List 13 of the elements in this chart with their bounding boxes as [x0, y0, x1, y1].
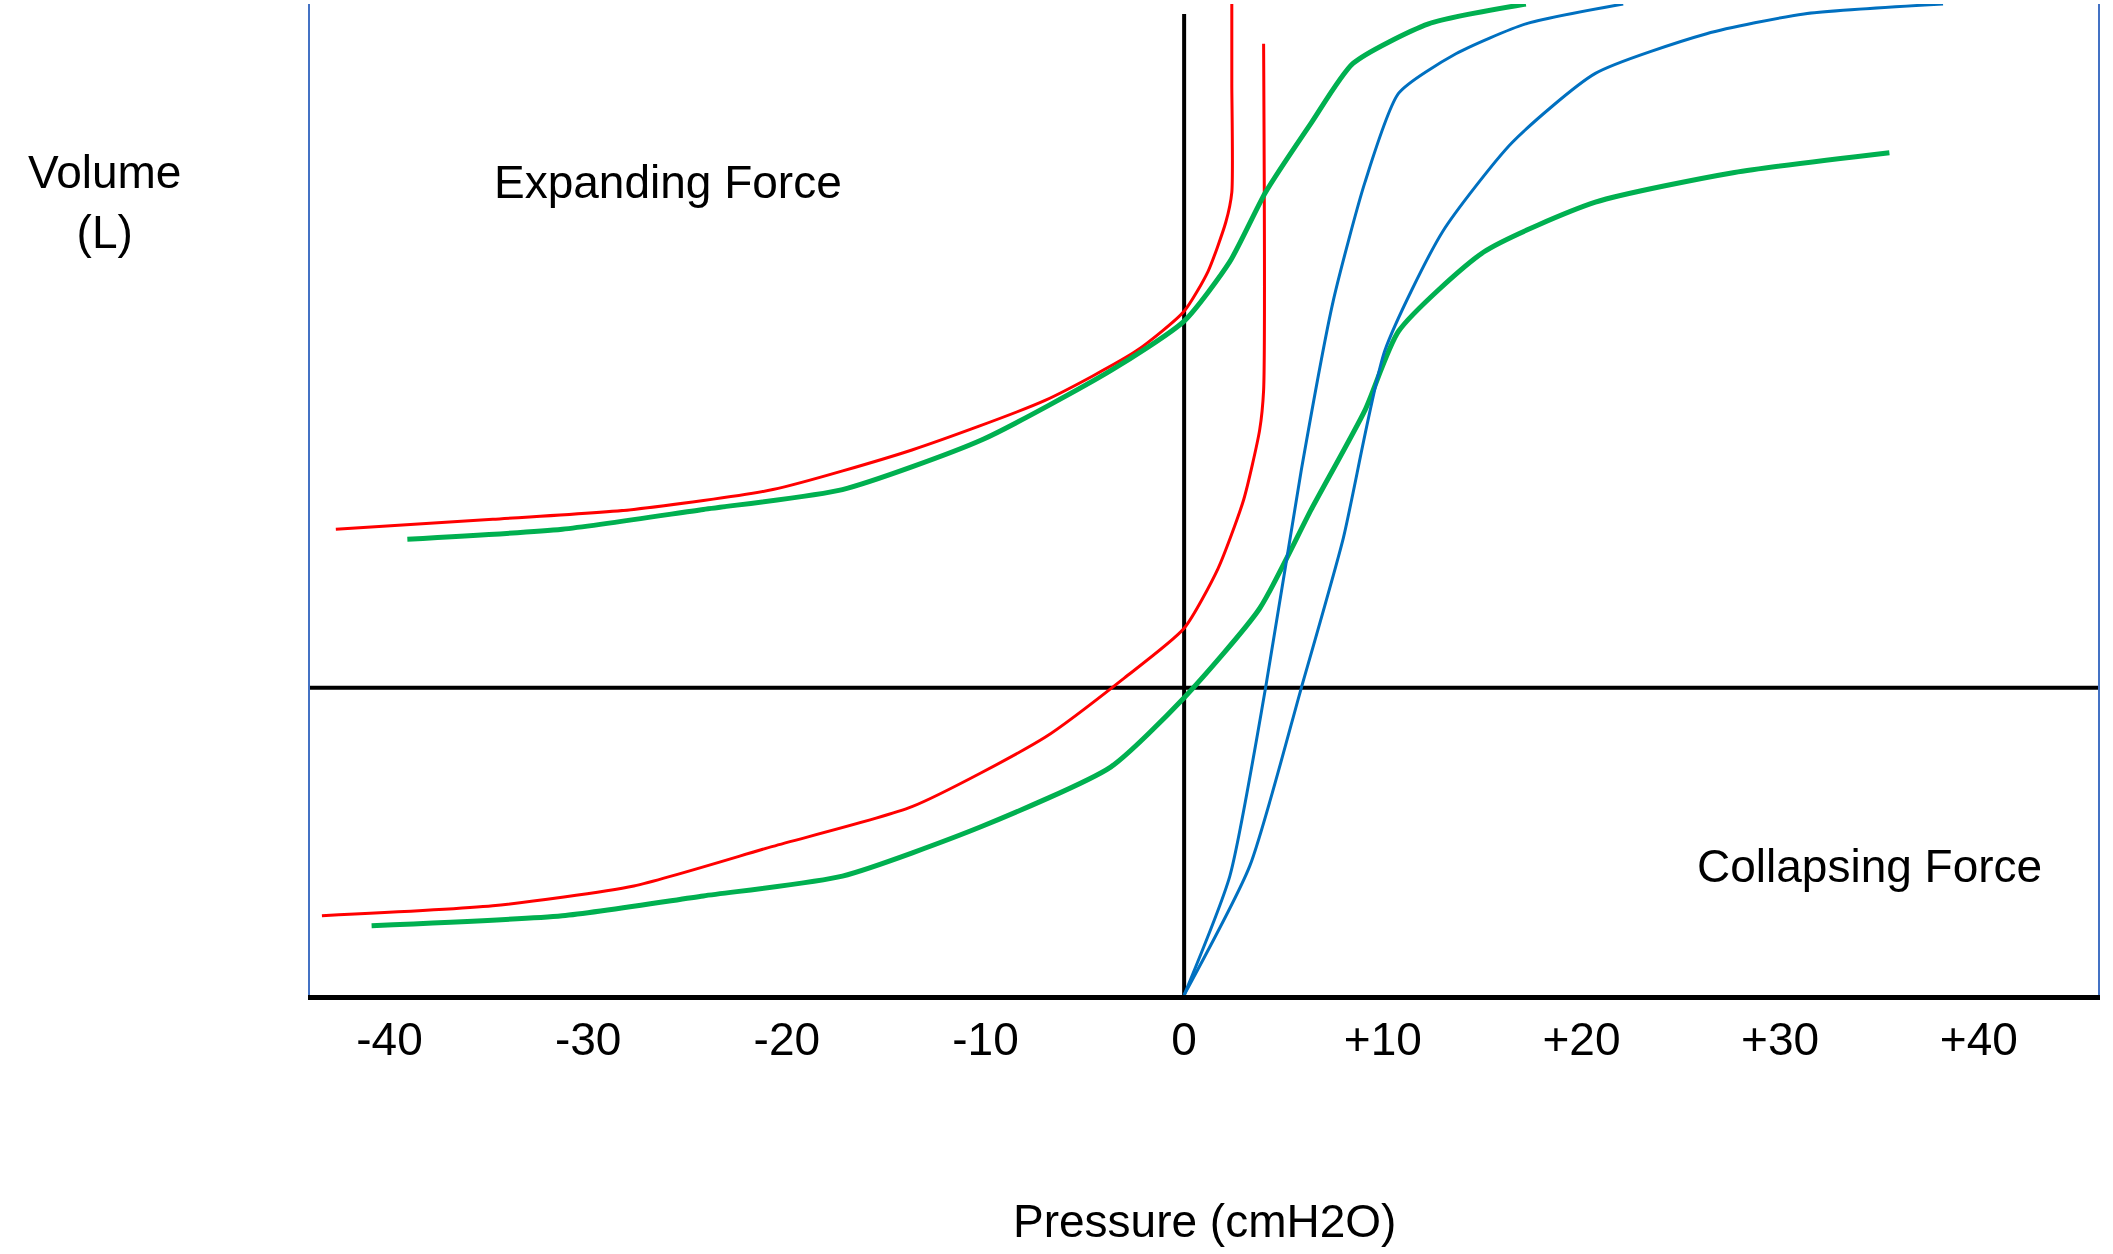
x-tick-label: +10 [1343, 1013, 1422, 1066]
x-tick-label: -40 [356, 1013, 423, 1066]
x-tick-label: 0 [1171, 1013, 1197, 1066]
x-axis-title: Pressure (cmH2O) [1013, 1195, 1397, 1247]
x-tick-label: -30 [554, 1013, 622, 1066]
x-tick-label: +40 [1939, 1013, 2018, 1066]
annotation: Collapsing Force [1697, 840, 2043, 892]
y-axis-title: Volume (L) [28, 146, 182, 258]
x-tick-label: -10 [952, 1013, 1019, 1066]
annotation: Expanding Force [494, 156, 842, 208]
x-tick-label: -20 [753, 1013, 821, 1066]
x-tick-label: +20 [1542, 1013, 1621, 1066]
x-tick-label: +30 [1741, 1013, 1820, 1066]
